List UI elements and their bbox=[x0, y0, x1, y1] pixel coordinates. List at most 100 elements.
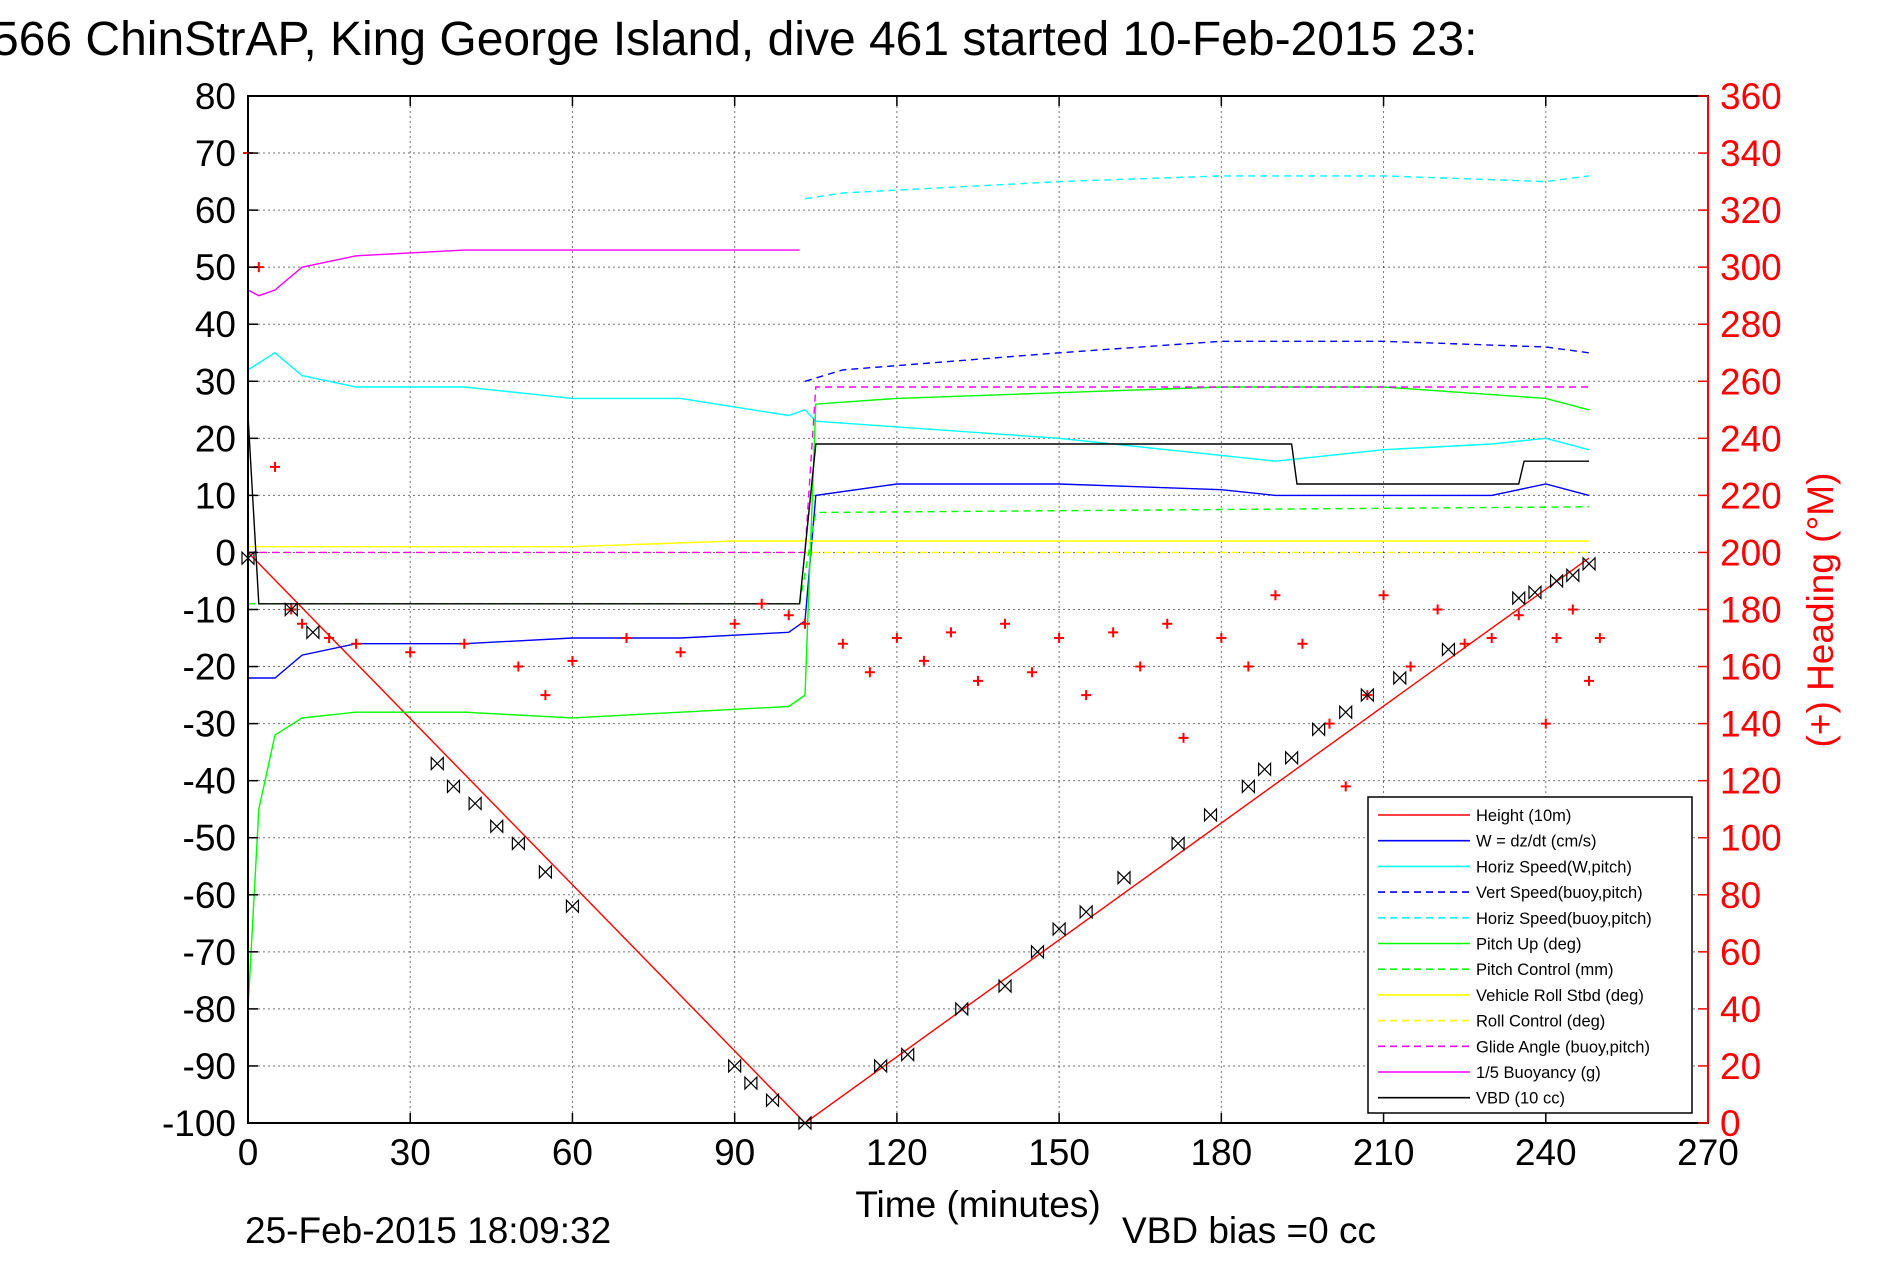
y2-tick-label: 220 bbox=[1720, 475, 1782, 516]
height-marker bbox=[1549, 573, 1564, 589]
x-tick-label: 90 bbox=[714, 1132, 755, 1173]
y2-tick-label: 260 bbox=[1720, 361, 1782, 402]
y2-axis-label: (+) Heading (°M) bbox=[1800, 473, 1841, 748]
legend-label-vert-speed-buoy-pitch: Vert Speed(buoy,pitch) bbox=[1476, 884, 1643, 902]
heading-point bbox=[1054, 633, 1065, 644]
heading-point bbox=[459, 638, 470, 649]
heading-point bbox=[1081, 690, 1092, 701]
height-marker bbox=[1052, 921, 1066, 937]
height-marker bbox=[798, 1115, 812, 1131]
height-marker bbox=[1285, 750, 1299, 766]
series-line-vbd-10-cc bbox=[247, 415, 1589, 605]
height-marker bbox=[1241, 778, 1255, 794]
height-marker bbox=[1360, 687, 1374, 703]
series-line-horiz-speed-w-pitch bbox=[247, 351, 1590, 462]
heading-point bbox=[783, 610, 794, 621]
heading-point bbox=[729, 618, 740, 629]
height-marker bbox=[728, 1058, 742, 1074]
heading-point bbox=[405, 647, 416, 658]
y2-tick-label: 100 bbox=[1720, 818, 1782, 859]
heading-point bbox=[1000, 618, 1011, 629]
x-tick-label: 240 bbox=[1515, 1132, 1577, 1173]
height-marker bbox=[284, 602, 298, 617]
x-axis-label: Time (minutes) bbox=[855, 1184, 1100, 1225]
heading-point bbox=[621, 633, 632, 644]
y-tick-label: 10 bbox=[195, 475, 236, 516]
height-marker bbox=[1582, 556, 1596, 572]
heading-point bbox=[1584, 675, 1595, 686]
height-marker bbox=[1441, 641, 1456, 657]
height-marker bbox=[430, 756, 444, 771]
legend-box bbox=[1367, 796, 1693, 1114]
legend-label-pitch-control-mm: Pitch Control (mm) bbox=[1476, 961, 1614, 979]
y-tick-label: -50 bbox=[183, 818, 236, 859]
heading-point bbox=[1551, 633, 1562, 644]
heading-point bbox=[756, 598, 767, 609]
y2-tick-label: 140 bbox=[1720, 704, 1782, 745]
height-marker bbox=[446, 778, 461, 794]
y-tick-label: 0 bbox=[215, 532, 236, 573]
heading-point bbox=[270, 461, 281, 472]
heading-point bbox=[973, 675, 983, 686]
heading-point bbox=[864, 667, 875, 678]
height-marker bbox=[1030, 944, 1045, 960]
footer-vbd-bias: VBD bias =0 cc bbox=[1122, 1210, 1376, 1251]
y-tick-label: -40 bbox=[183, 761, 236, 802]
series-line-horiz-speed-buoy-pitch bbox=[804, 175, 1590, 200]
series-line-w-dz-dt-cm-s bbox=[248, 483, 1590, 679]
y-tick-label: -20 bbox=[183, 647, 236, 688]
height-marker bbox=[998, 978, 1012, 994]
y-tick-label: -100 bbox=[162, 1103, 236, 1144]
y-tick-label: -90 bbox=[183, 1046, 236, 1087]
heading-layer bbox=[243, 148, 1605, 792]
y-tick-label: 40 bbox=[195, 304, 236, 345]
height-marker bbox=[901, 1047, 915, 1062]
legend-label-vehicle-roll-stbd-deg: Vehicle Roll Stbd (deg) bbox=[1476, 987, 1644, 1005]
y-tick-label: -10 bbox=[183, 590, 236, 631]
height-marker bbox=[1117, 870, 1131, 886]
series-line-pitch-control-mm bbox=[248, 506, 1590, 605]
y-tick-label: 30 bbox=[195, 361, 236, 402]
y-tick-label: 80 bbox=[195, 76, 236, 117]
height-marker bbox=[1339, 704, 1353, 720]
y2-tick-label: 180 bbox=[1720, 590, 1782, 631]
y-tick-label: -80 bbox=[183, 989, 236, 1030]
series-line-1-5-buoyancy-g bbox=[247, 249, 800, 297]
legend: Height (10m) W = dz/dt (cm/s) Horiz Speed(… bbox=[1367, 796, 1693, 1114]
chart-title: 566 ChinStrAP, King George Island, dive … bbox=[0, 13, 1477, 66]
height-marker bbox=[511, 835, 525, 851]
x-tick-label: 120 bbox=[866, 1132, 928, 1173]
height-marker bbox=[1171, 835, 1185, 851]
axis-ticks: 0 30 60 90 120 150 180 210 240 270 80 70 60 50 40 30 20 1… bbox=[162, 76, 1782, 1173]
heading-point bbox=[1340, 781, 1351, 792]
x-tick-label: 60 bbox=[552, 1132, 593, 1173]
y2-tick-label: 200 bbox=[1720, 532, 1782, 573]
heading-point bbox=[1243, 661, 1254, 672]
heading-point bbox=[1486, 633, 1497, 644]
y-tick-label: 60 bbox=[195, 190, 236, 231]
height-marker bbox=[1079, 904, 1093, 920]
height-marker bbox=[1203, 807, 1218, 823]
y2-tick-label: 60 bbox=[1720, 932, 1761, 973]
y2-tick-label: 320 bbox=[1720, 190, 1782, 231]
legend-items: Height (10m) W = dz/dt (cm/s) Horiz Speed(… bbox=[1378, 807, 1652, 1108]
y2-tick-label: 300 bbox=[1720, 247, 1782, 288]
height-marker bbox=[744, 1075, 758, 1091]
heading-point bbox=[297, 618, 308, 629]
series-line-glide-angle-buoy-pitch bbox=[248, 386, 1589, 554]
heading-point bbox=[891, 633, 902, 644]
height-marker bbox=[1512, 590, 1526, 606]
heading-point bbox=[513, 661, 524, 672]
heading-point bbox=[1405, 661, 1416, 672]
heading-point bbox=[567, 655, 578, 666]
heading-point bbox=[324, 633, 335, 644]
legend-label-height-10m: Height (10m) bbox=[1476, 807, 1571, 825]
y2-tick-label: 240 bbox=[1720, 418, 1782, 459]
legend-label-horiz-speed-buoy-pitch: Horiz Speed(buoy,pitch) bbox=[1476, 910, 1652, 928]
height-marker bbox=[1312, 721, 1326, 737]
y2-tick-label: 160 bbox=[1720, 647, 1782, 688]
height-marker bbox=[1566, 567, 1580, 583]
legend-label-w-dz-dt-cm-s: W = dz/dt (cm/s) bbox=[1476, 833, 1597, 851]
x-tick-label: 210 bbox=[1353, 1132, 1415, 1173]
x-tick-label: 0 bbox=[238, 1132, 259, 1173]
